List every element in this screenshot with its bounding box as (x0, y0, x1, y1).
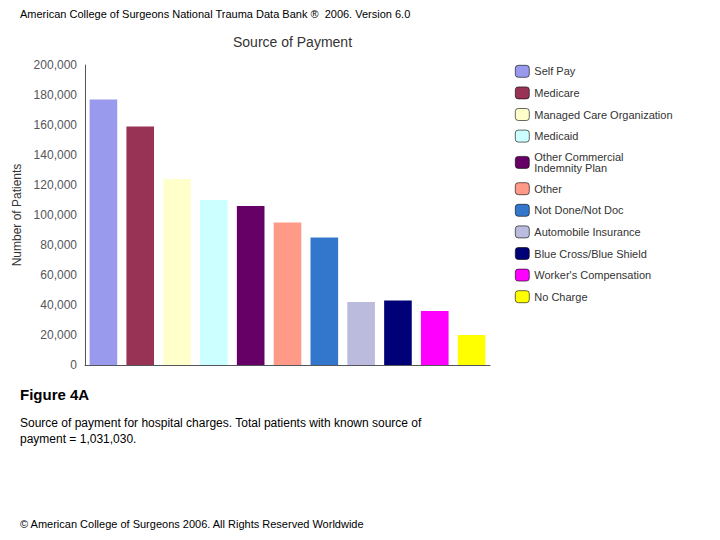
svg-text:Not Done/Not Doc: Not Done/Not Doc (534, 204, 624, 216)
svg-text:0: 0 (70, 358, 77, 372)
svg-text:120,000: 120,000 (34, 178, 78, 192)
svg-text:American College of Surgeons N: American College of Surgeons National Tr… (20, 8, 410, 20)
svg-text:180,000: 180,000 (34, 88, 78, 102)
svg-text:200,000: 200,000 (34, 58, 78, 72)
svg-text:Source of Payment: Source of Payment (233, 34, 352, 50)
svg-text:No Charge: No Charge (534, 291, 587, 303)
svg-text:Medicaid: Medicaid (534, 130, 578, 142)
svg-text:Source of payment for hospital: Source of payment for hospital charges. … (20, 416, 422, 430)
svg-text:Automobile Insurance: Automobile Insurance (534, 226, 640, 238)
svg-text:Number of Patients: Number of Patients (10, 164, 24, 267)
svg-text:160,000: 160,000 (34, 118, 78, 132)
svg-text:60,000: 60,000 (40, 268, 77, 282)
svg-text:Self Pay: Self Pay (534, 65, 575, 77)
svg-text:Blue Cross/Blue Shield: Blue Cross/Blue Shield (534, 248, 647, 260)
svg-text:payment = 1,031,030.: payment = 1,031,030. (20, 432, 136, 446)
svg-text:Managed Care Organization: Managed Care Organization (534, 109, 672, 121)
svg-text:Worker's Compensation: Worker's Compensation (534, 269, 651, 281)
svg-text:Medicare: Medicare (534, 87, 579, 99)
svg-text:40,000: 40,000 (40, 298, 77, 312)
svg-text:Other: Other (534, 183, 562, 195)
svg-text:© American College of Surgeons: © American College of Surgeons 2006. All… (20, 518, 364, 530)
svg-text:20,000: 20,000 (40, 328, 77, 342)
svg-text:100,000: 100,000 (34, 208, 78, 222)
svg-text:Indemnity Plan: Indemnity Plan (534, 162, 607, 174)
svg-text:140,000: 140,000 (34, 148, 78, 162)
svg-text:Other Commercial: Other Commercial (534, 150, 624, 163)
svg-text:80,000: 80,000 (40, 238, 77, 252)
svg-text:Figure 4A: Figure 4A (20, 386, 89, 403)
